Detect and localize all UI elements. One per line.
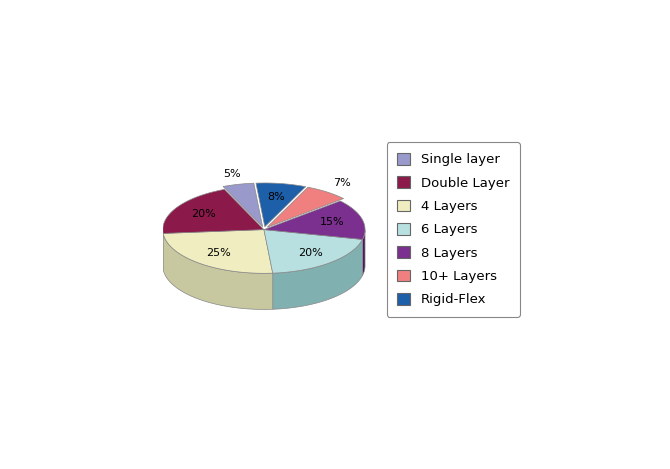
- Polygon shape: [362, 230, 365, 276]
- Polygon shape: [163, 189, 264, 234]
- Text: 8%: 8%: [267, 191, 285, 202]
- Text: 25%: 25%: [206, 248, 230, 258]
- Text: 5%: 5%: [223, 169, 241, 179]
- Legend: Single layer, Double Layer, 4 Layers, 6 Layers, 8 Layers, 10+ Layers, Rigid-Flex: Single layer, Double Layer, 4 Layers, 6 …: [387, 143, 520, 317]
- Polygon shape: [267, 187, 344, 227]
- Polygon shape: [256, 183, 306, 227]
- Polygon shape: [223, 183, 263, 227]
- Polygon shape: [273, 240, 362, 309]
- Polygon shape: [163, 234, 273, 310]
- Text: 20%: 20%: [298, 248, 323, 257]
- Text: 20%: 20%: [191, 209, 216, 219]
- Polygon shape: [264, 230, 362, 273]
- Polygon shape: [264, 201, 365, 240]
- Text: 15%: 15%: [320, 217, 345, 227]
- Polygon shape: [163, 230, 273, 273]
- Text: 7%: 7%: [333, 178, 351, 188]
